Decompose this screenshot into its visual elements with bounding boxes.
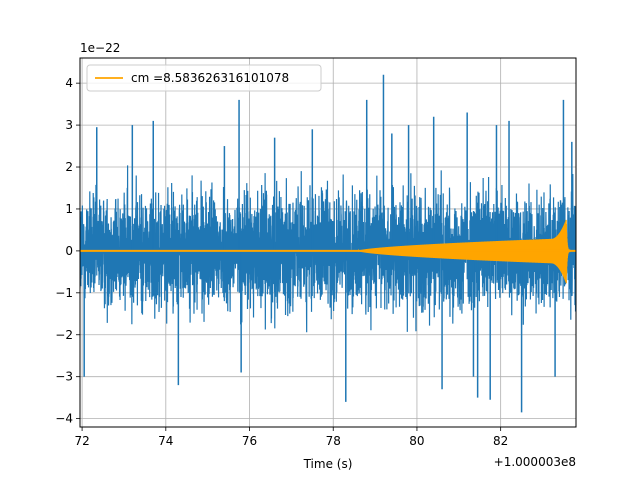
y-tick-label: −3 [55, 370, 73, 384]
x-axis-ticks: 72 74 76 78 80 82 [74, 427, 508, 448]
y-tick-label: 1 [65, 202, 73, 216]
legend-label-template: cm =8.583626316101078 [131, 71, 289, 85]
y-tick-label: 3 [65, 118, 73, 132]
y-scale-label: 1e−22 [80, 41, 120, 55]
y-tick-label: 0 [65, 244, 73, 258]
y-tick-label: −1 [55, 286, 73, 300]
x-offset-label: +1.000003e8 [494, 455, 576, 469]
y-tick-label: 4 [65, 76, 73, 90]
legend: cm =8.583626316101078 [86, 64, 322, 92]
y-tick-label: 2 [65, 160, 73, 174]
plot-area [80, 74, 576, 413]
x-tick-label: 74 [158, 434, 173, 448]
noise-peaks [83, 74, 573, 413]
x-tick-label: 72 [74, 434, 89, 448]
axes-frame [79, 57, 577, 428]
x-tick-label: 80 [409, 434, 424, 448]
x-tick-label: 78 [326, 434, 341, 448]
series-template-chirp [357, 219, 576, 284]
x-tick-label: 76 [242, 434, 257, 448]
y-axis-ticks: −4 −3 −2 −1 0 1 2 3 4 [55, 76, 80, 426]
x-tick-label: 82 [493, 434, 508, 448]
y-tick-label: −4 [55, 412, 73, 426]
legend-box [86, 64, 322, 92]
x-axis-label: Time (s) [303, 457, 353, 471]
y-tick-label: −2 [55, 328, 73, 342]
